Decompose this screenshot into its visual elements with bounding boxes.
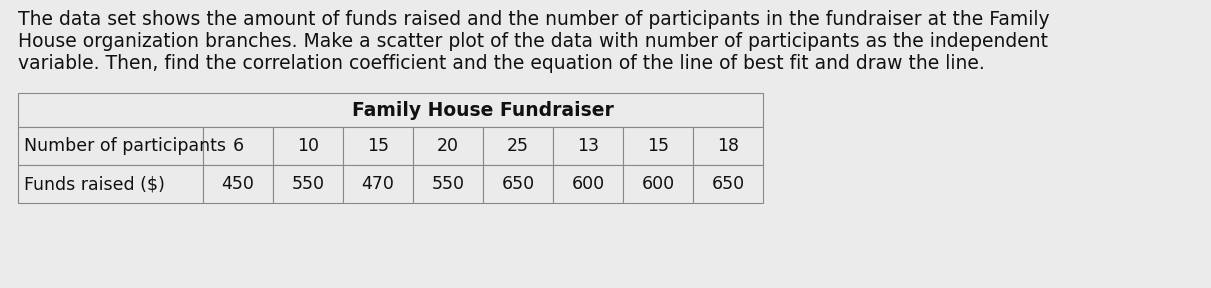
- Bar: [622, 127, 693, 165]
- Text: 450: 450: [222, 175, 254, 193]
- Text: 15: 15: [647, 137, 668, 155]
- Bar: [622, 165, 693, 203]
- Text: 25: 25: [507, 137, 529, 155]
- Text: 15: 15: [367, 137, 389, 155]
- Text: The data set shows the amount of funds raised and the number of participants in : The data set shows the amount of funds r…: [18, 10, 1050, 29]
- Text: 550: 550: [292, 175, 325, 193]
- Text: House organization branches. Make a scatter plot of the data with number of part: House organization branches. Make a scat…: [18, 32, 1048, 51]
- Bar: [272, 127, 343, 165]
- Text: 600: 600: [642, 175, 675, 193]
- Bar: [483, 127, 553, 165]
- Bar: [343, 165, 413, 203]
- Text: 650: 650: [501, 175, 534, 193]
- Bar: [203, 165, 272, 203]
- Text: 650: 650: [711, 175, 745, 193]
- Text: 20: 20: [437, 137, 459, 155]
- Bar: [483, 165, 553, 203]
- Text: 18: 18: [717, 137, 739, 155]
- Bar: [203, 127, 272, 165]
- Text: Family House Fundraiser: Family House Fundraiser: [352, 101, 614, 120]
- Bar: [693, 165, 763, 203]
- Bar: [18, 93, 763, 127]
- Text: 550: 550: [431, 175, 465, 193]
- Text: 10: 10: [297, 137, 318, 155]
- Text: 470: 470: [362, 175, 395, 193]
- Bar: [553, 127, 622, 165]
- Bar: [413, 127, 483, 165]
- Text: 13: 13: [576, 137, 599, 155]
- Bar: [18, 127, 203, 165]
- Text: Funds raised ($): Funds raised ($): [24, 175, 165, 193]
- Text: 6: 6: [233, 137, 243, 155]
- Bar: [413, 165, 483, 203]
- Bar: [343, 127, 413, 165]
- Bar: [272, 165, 343, 203]
- Bar: [693, 127, 763, 165]
- Bar: [553, 165, 622, 203]
- Text: 600: 600: [572, 175, 604, 193]
- Text: Number of participants: Number of participants: [24, 137, 226, 155]
- Bar: [18, 165, 203, 203]
- Text: variable. Then, find the correlation coefficient and the equation of the line of: variable. Then, find the correlation coe…: [18, 54, 985, 73]
